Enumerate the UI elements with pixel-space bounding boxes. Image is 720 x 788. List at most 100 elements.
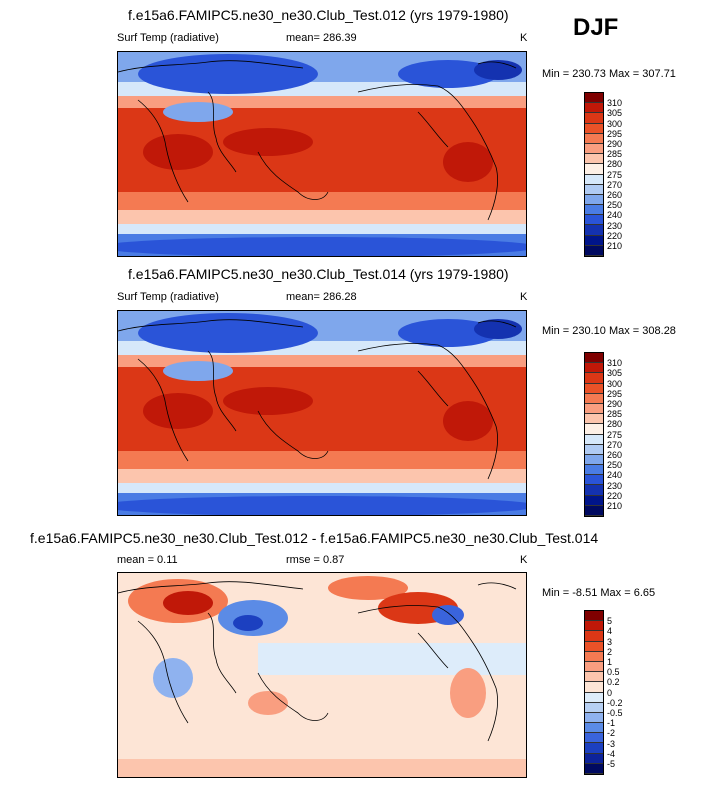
panel2-map-svg (118, 311, 526, 515)
panel2-colorbar-swatch (585, 353, 603, 364)
panel3-colorbar-swatch (585, 611, 603, 622)
panel2-colorbar-swatch (585, 495, 603, 506)
panel3-colorbar-swatch (585, 733, 603, 744)
panel3-colorbar-swatch (585, 621, 603, 632)
panel1-colorbar-swatch (585, 225, 603, 236)
panel3-colorbar-tick: 2 (607, 646, 613, 657)
panel1-canada-cold (398, 60, 498, 88)
panel2-colorbar-tick: 275 (607, 429, 623, 440)
panel1-colorbar-tick: 270 (607, 179, 623, 190)
panel3-colorbar-swatch (585, 702, 603, 713)
panel1-minmax-label: Min = 230.73 Max = 307.71 (542, 68, 676, 80)
panel2-colorbar-swatch (585, 424, 603, 435)
panel1-colorbar-swatch (585, 154, 603, 165)
panel3-pacific-band (258, 643, 526, 675)
panel1-colorbar-swatch (585, 164, 603, 175)
panel3-map (117, 572, 527, 778)
panel1-antarctica-cold (118, 237, 526, 256)
panel2-colorbar-tick: 295 (607, 388, 623, 399)
panel2-tibet-cold (163, 361, 233, 381)
panel3-colorbar-tick: -2 (607, 728, 616, 739)
panel2-south-america-warm (443, 401, 493, 441)
panel3-rmse-label: rmse = 0.87 (286, 554, 345, 566)
panel2-canada-cold (398, 319, 498, 347)
panel3-australia-warm (248, 691, 288, 715)
panel3-asia-coldest (233, 615, 263, 631)
panel3-colorbar-tick: 1 (607, 657, 613, 667)
panel1-map (117, 51, 527, 257)
panel2-mean-label: mean= 286.28 (286, 291, 357, 303)
panel1-colorbar-tick: 250 (607, 200, 623, 211)
panel3-units-label: K (520, 554, 528, 566)
panel2-band-south-cold (118, 483, 526, 495)
panel2-colorbar-swatch (585, 393, 603, 404)
panel1-colorbar-swatch (585, 235, 603, 246)
panel3-colorbar-swatch (585, 641, 603, 652)
panel2-colorbar-tick: 285 (607, 409, 623, 420)
panel1-colorbar-swatch (585, 103, 603, 114)
panel1-colorbar-tick: 310 (607, 98, 623, 109)
panel2-units-label: K (520, 291, 528, 303)
panel3-colorbar-swatch (585, 682, 603, 693)
panel1-colorbar-tick: 275 (607, 169, 623, 180)
panel2-colorbar-tick: 305 (607, 368, 623, 379)
panel1-variable-label: Surf Temp (radiative) (117, 32, 219, 44)
panel2-minmax-label: Min = 230.10 Max = 308.28 (542, 325, 676, 337)
panel1-units-label: K (520, 32, 528, 44)
panel3-colorbar-swatch (585, 743, 603, 754)
panel2-map (117, 310, 527, 516)
panel1-colorbar-tick: 285 (607, 149, 623, 160)
season-label: DJF (573, 14, 619, 41)
panel2-colorbar-tick: 210 (607, 501, 623, 511)
panel2-band-south-mild (118, 451, 526, 471)
panel2-colorbar-swatch (585, 485, 603, 496)
panel1-tibet-cold (163, 102, 233, 122)
panel2-colorbar-tick: 220 (607, 490, 623, 501)
panel3-colorbar-tick: -1 (607, 718, 616, 729)
panel1-mean-label: mean= 286.39 (286, 32, 357, 44)
panel2-colorbar: 310 305 300 295 290 285 280 275 270 260 … (584, 352, 622, 517)
panel3-colorbar-swatch (585, 661, 603, 673)
panel3-colorbar-tick: 3 (607, 636, 613, 647)
panel3-colorbar-swatch (585, 723, 603, 734)
panel2-colorbar-swatch (585, 454, 603, 466)
panel2-colorbar-swatch (585, 383, 603, 394)
panel2-colorbar-tick: 300 (607, 378, 623, 389)
panel3-mean-label: mean = 0.11 (117, 554, 178, 566)
panel1-colorbar-swatch (585, 174, 603, 185)
panel3-colorbar-tick: 0.2 (607, 677, 620, 688)
panel3-africa-cold (153, 658, 193, 698)
panel1-map-svg (118, 52, 526, 256)
panel2-colorbar-swatch (585, 403, 603, 415)
panel3-map-svg (118, 573, 526, 777)
panel2-siberia-cold (138, 313, 318, 353)
panel1-colorbar-tick: 305 (607, 108, 623, 119)
panel3-arctic-warm (328, 576, 408, 600)
panel3-colorbar-tick: 5 (607, 616, 613, 627)
panel1-band-south-cool (118, 210, 526, 226)
panel2-colorbar-swatch (585, 475, 603, 486)
panel3-colorbar-tick: 4 (607, 626, 613, 637)
panel2-colorbar-tick: 280 (607, 419, 623, 430)
panel2-colorbar-swatch (585, 373, 603, 384)
panel3-minmax-label: Min = -8.51 Max = 6.65 (542, 587, 656, 599)
panel3-samerica-warm (450, 668, 486, 718)
panel1-siberia-cold (138, 54, 318, 94)
panel3-title: f.e15a6.FAMIPC5.ne30_ne30.Club_Test.012 … (30, 530, 599, 546)
panel1-africa-warm (143, 134, 213, 170)
panel1-colorbar-tick: 290 (607, 139, 623, 149)
panel1-colorbar: 310 305 300 295 290 285 280 275 270 260 … (584, 92, 622, 257)
panel1-colorbar-tick: 240 (607, 210, 623, 221)
panel1-south-america-warm (443, 142, 493, 182)
panel2-colorbar-tick: 260 (607, 450, 623, 460)
panel1-title: f.e15a6.FAMIPC5.ne30_ne30.Club_Test.012 … (128, 7, 509, 23)
panel3-eastcoast-cold (432, 605, 464, 625)
panel2-variable-label: Surf Temp (radiative) (117, 291, 219, 303)
panel1-band-south-cold (118, 224, 526, 236)
panel2-warmpool-warm (223, 387, 313, 415)
panel3-colorbar-swatch (585, 763, 603, 774)
panel3-colorbar-tick: 0.5 (607, 667, 620, 678)
panel2-colorbar-tick: 250 (607, 460, 623, 471)
panel2-africa-warm (143, 393, 213, 429)
panel3-colorbar-tick: -5 (607, 759, 616, 769)
